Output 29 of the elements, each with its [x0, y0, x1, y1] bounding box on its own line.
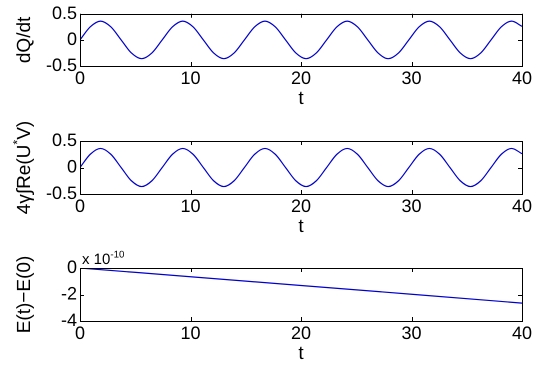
- x-tick-label: 40: [512, 322, 532, 343]
- y-tick-label: 0.5: [52, 2, 77, 23]
- y-tick-label: -2: [60, 283, 77, 304]
- x-axis-title: t: [298, 216, 304, 237]
- line-series: [80, 20, 522, 60]
- x-tick-label: 40: [512, 196, 532, 216]
- y-tick-label: 0: [66, 28, 77, 49]
- x-axis-title: t: [298, 88, 304, 109]
- line-series: [80, 148, 522, 188]
- x-tick-label: 10: [180, 68, 201, 88]
- x-tick-label: 30: [401, 196, 422, 216]
- x-tick-label: 20: [290, 196, 312, 216]
- x-tick-label: 30: [401, 322, 422, 343]
- y-tick-label: 0: [66, 256, 77, 277]
- x-tick-label: 30: [401, 68, 422, 88]
- y-tick-label: 0: [66, 156, 77, 176]
- y-tick-label: -0.5: [46, 54, 77, 75]
- x-axis-title: t: [298, 342, 304, 364]
- x-tick-label: 20: [290, 68, 312, 88]
- y-axis-title: 4γ∫Re(U*V): [10, 120, 35, 214]
- x-tick-label: 10: [180, 322, 201, 343]
- x-tick-label: 40: [512, 68, 532, 88]
- y-axis-title: dQ/dt: [14, 16, 35, 64]
- y-tick-label: 0.5: [52, 130, 77, 150]
- y-tick-label: -0.5: [46, 182, 77, 203]
- x-tick-label: 10: [180, 196, 201, 216]
- y-tick-label: -4: [60, 310, 77, 330]
- x-tick-label: 20: [290, 322, 312, 343]
- y-axis-title: E(t)−E(0): [14, 256, 35, 334]
